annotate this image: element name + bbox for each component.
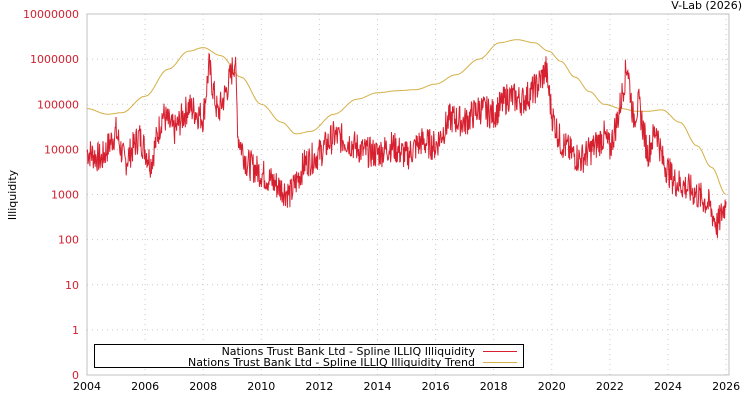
legend-label: Nations Trust Bank Ltd - Spline ILLIQ Il… bbox=[221, 344, 475, 358]
x-tick-label: 2016 bbox=[422, 380, 450, 393]
x-axis-ticks: 2004 2006 2008 2010 2012 2014 2016 2018 2020 2022… bbox=[73, 380, 740, 393]
y-tick-label: 10 bbox=[65, 279, 79, 292]
trend-line bbox=[86, 39, 727, 195]
legend-item-illiquidity: Nations Trust Bank Ltd - Spline ILLIQ Il… bbox=[221, 344, 517, 358]
y-tick-label: 10000 bbox=[44, 143, 79, 156]
x-tick-label: 2012 bbox=[305, 380, 333, 393]
x-tick-label: 2022 bbox=[596, 380, 624, 393]
y-tick-label: 1000 bbox=[51, 189, 79, 202]
y-tick-label: 100000 bbox=[37, 98, 79, 111]
y-tick-label: 1 bbox=[72, 324, 79, 337]
x-tick-label: 2008 bbox=[189, 380, 217, 393]
x-tick-label: 2026 bbox=[712, 380, 740, 393]
x-tick-label: 2010 bbox=[247, 380, 275, 393]
legend-swatch-gold bbox=[483, 361, 517, 363]
x-tick-label: 2006 bbox=[131, 380, 159, 393]
x-tick-label: 2014 bbox=[363, 380, 391, 393]
x-tick-label: 2020 bbox=[538, 380, 566, 393]
legend-item-trend: Nations Trust Bank Ltd - Spline ILLIQ Il… bbox=[187, 355, 517, 369]
y-tick-label: 1000000 bbox=[30, 53, 79, 66]
y-tick-label: 0 bbox=[72, 369, 79, 382]
chart-credit: V-Lab (2026) bbox=[671, 0, 742, 12]
legend-swatch-red bbox=[483, 350, 517, 352]
y-tick-label: 10000000 bbox=[23, 8, 79, 21]
x-tick-label: 2024 bbox=[654, 380, 682, 393]
illiquidity-line bbox=[86, 52, 727, 239]
y-tick-label: 100 bbox=[58, 234, 79, 247]
x-tick-label: 2004 bbox=[73, 380, 101, 393]
legend: Nations Trust Bank Ltd - Spline ILLIQ Il… bbox=[94, 344, 524, 369]
legend-label: Nations Trust Bank Ltd - Spline ILLIQ Il… bbox=[187, 355, 475, 369]
x-tick-label: 2018 bbox=[480, 380, 508, 393]
y-axis-label: Illiquidity bbox=[6, 169, 19, 220]
plot-frame bbox=[86, 13, 730, 376]
grid-lines bbox=[86, 14, 729, 375]
